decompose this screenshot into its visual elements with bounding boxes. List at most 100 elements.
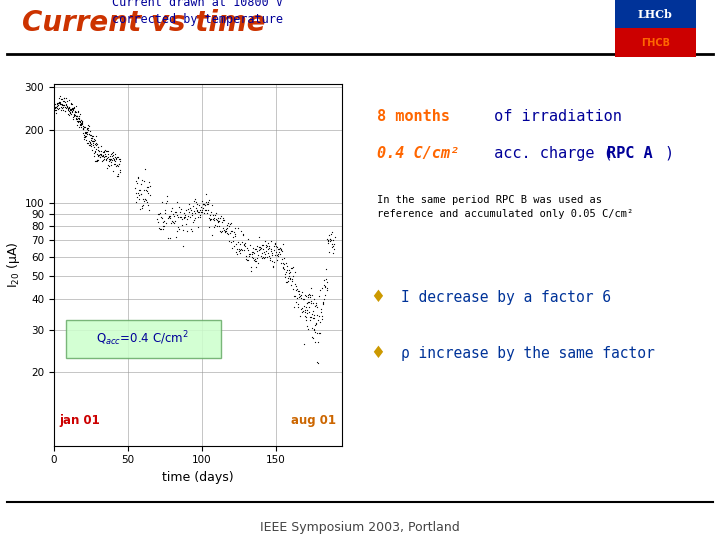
Point [143, 189, 154, 198]
Point [323, 231, 335, 239]
Point [311, 329, 323, 338]
Point [88, 136, 99, 145]
Point [262, 238, 274, 247]
Point [323, 237, 334, 246]
Point [99, 146, 111, 154]
Point [258, 254, 270, 262]
Point [271, 242, 283, 251]
Point [103, 154, 114, 163]
Point [288, 263, 300, 272]
Point [318, 300, 329, 309]
Point [310, 320, 322, 328]
Point [301, 321, 312, 330]
Point [320, 291, 331, 299]
Point [132, 188, 144, 197]
Point [315, 286, 326, 294]
Point [113, 160, 125, 168]
Point [248, 255, 260, 264]
Point [243, 255, 254, 264]
Point [284, 267, 295, 276]
Point [287, 276, 298, 285]
Point [138, 201, 149, 210]
Point [259, 252, 271, 261]
Point [325, 230, 336, 238]
Point [94, 150, 106, 158]
Point [96, 157, 108, 165]
Point [141, 183, 153, 191]
Point [78, 134, 90, 143]
Point [71, 120, 83, 129]
Point [271, 251, 282, 259]
Point [94, 151, 105, 160]
Point [96, 152, 108, 160]
X-axis label: time (days): time (days) [162, 471, 234, 484]
Point [310, 320, 321, 329]
Point [112, 171, 124, 180]
Point [324, 234, 336, 243]
Point [72, 114, 84, 123]
Point [50, 104, 61, 113]
Point [217, 214, 228, 223]
Point [269, 251, 281, 260]
Point [71, 108, 82, 117]
Point [91, 144, 102, 153]
Point [143, 206, 155, 214]
Point [261, 247, 272, 255]
Point [264, 254, 276, 262]
Point [220, 226, 232, 235]
Point [204, 211, 216, 220]
Point [91, 139, 102, 147]
Point [270, 238, 282, 247]
Point [302, 306, 313, 314]
Point [276, 258, 288, 267]
Point [194, 208, 205, 217]
Point [72, 112, 84, 120]
Point [209, 220, 220, 229]
Point [173, 225, 184, 234]
Point [84, 137, 96, 146]
Text: ♦: ♦ [370, 288, 385, 306]
Point [294, 292, 306, 301]
Point [174, 202, 185, 211]
Point [84, 122, 95, 131]
Point [135, 186, 146, 195]
Point [266, 237, 277, 245]
Point [87, 137, 99, 146]
Point [78, 129, 89, 137]
Point [61, 103, 73, 112]
Point [305, 292, 316, 301]
Point [253, 233, 264, 242]
Point [302, 308, 313, 317]
Point [303, 298, 315, 306]
Point [197, 199, 209, 208]
Point [328, 248, 339, 257]
Point [88, 152, 99, 160]
Point [189, 208, 201, 217]
Point [326, 228, 338, 237]
Point [102, 164, 113, 173]
Point [138, 186, 150, 194]
Point [112, 160, 123, 169]
Point [104, 156, 116, 164]
Point [311, 310, 323, 319]
Point [281, 259, 292, 268]
Point [232, 249, 243, 258]
Point [187, 201, 199, 210]
Point [241, 244, 253, 252]
Point [101, 151, 112, 160]
Point [215, 212, 227, 221]
Point [274, 248, 285, 256]
Point [59, 98, 71, 107]
Point [192, 207, 204, 216]
Point [72, 117, 84, 125]
Point [140, 186, 152, 194]
Point [97, 147, 109, 156]
Point [53, 100, 64, 109]
Point [328, 245, 340, 253]
Point [55, 94, 67, 103]
Point [51, 103, 63, 112]
Point [300, 303, 312, 312]
Point [302, 325, 314, 334]
Point [166, 204, 178, 213]
Point [259, 250, 271, 259]
